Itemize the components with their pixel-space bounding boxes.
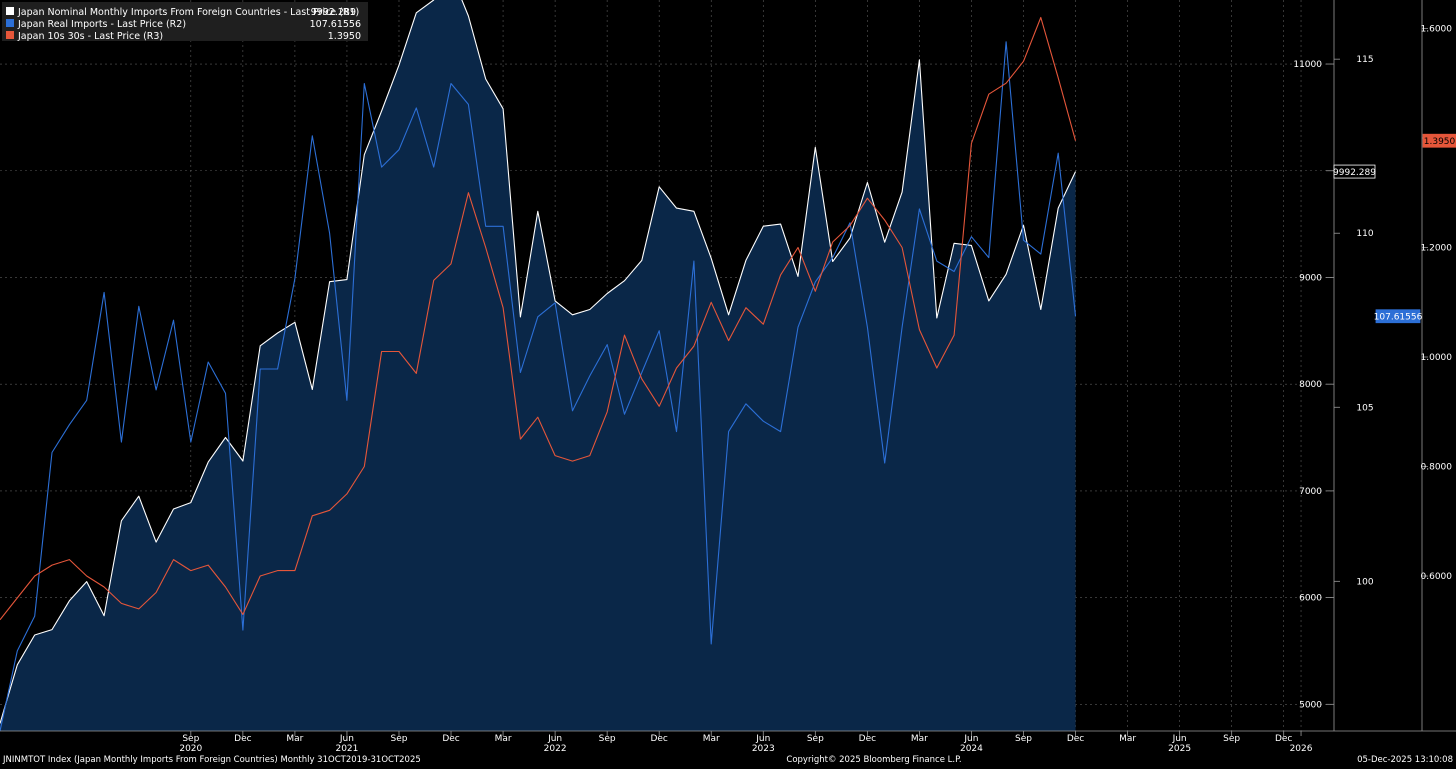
x-tick-label: Dec bbox=[442, 734, 459, 744]
r3-tick-label: 1.0000 bbox=[1421, 353, 1453, 363]
x-year-label: 2021 bbox=[335, 744, 358, 754]
r1-tick-label: 9000 bbox=[1299, 273, 1322, 283]
r1-tick-label: 11000 bbox=[1293, 60, 1322, 70]
legend-label-10s30s: Japan 10s 30s - Last Price (R3) bbox=[17, 31, 163, 42]
r3-tick-label: 1.2000 bbox=[1421, 243, 1453, 253]
r2-last-value-badge: 107.61556 bbox=[1374, 312, 1423, 322]
x-tick-label: Mar bbox=[911, 734, 928, 744]
series-line-10s30s bbox=[0, 16, 1077, 621]
x-tick-label: Mar bbox=[286, 734, 303, 744]
x-year-label: 2020 bbox=[179, 744, 202, 754]
r1-tick-label: 6000 bbox=[1299, 594, 1322, 604]
x-tick-label: Sep bbox=[1015, 734, 1032, 744]
x-tick-label: Jun bbox=[1172, 734, 1187, 744]
x-year-label: 2025 bbox=[1168, 744, 1191, 754]
legend-value-nominal-imports: 9992.289 bbox=[311, 7, 356, 18]
r3-tick-label: 0.6000 bbox=[1421, 572, 1453, 582]
x-tick-label: Jun bbox=[339, 734, 354, 744]
r2-tick-label: 110 bbox=[1356, 229, 1373, 239]
r1-tick-label: 5000 bbox=[1299, 700, 1322, 710]
x-year-label: 2022 bbox=[544, 744, 567, 754]
r1-last-value-badge: 9992.289 bbox=[1333, 168, 1376, 178]
legend-label-real-imports: Japan Real Imports - Last Price (R2) bbox=[17, 19, 186, 30]
legend-swatch-nominal-imports bbox=[6, 7, 14, 15]
x-tick-label: Dec bbox=[1067, 734, 1084, 744]
x-tick-label: Sep bbox=[391, 734, 408, 744]
x-tick-label: Sep bbox=[182, 734, 199, 744]
r2-tick-label: 105 bbox=[1356, 403, 1373, 413]
x-year-label: 2023 bbox=[752, 744, 775, 754]
footer-left-text: JNINMTOT Index (Japan Monthly Imports Fr… bbox=[2, 755, 421, 765]
x-tick-label: Mar bbox=[495, 734, 512, 744]
footer-timestamp-text: 05-Dec-2025 13:10:08 bbox=[1357, 755, 1453, 765]
legend-value-10s30s: 1.3950 bbox=[328, 31, 361, 42]
footer-copyright-text: Copyright© 2025 Bloomberg Finance L.P. bbox=[786, 755, 961, 765]
r3-tick-label: 1.6000 bbox=[1421, 24, 1453, 34]
x-tick-label: Sep bbox=[807, 734, 824, 744]
legend-background bbox=[2, 2, 368, 41]
x-year-label: 2024 bbox=[960, 744, 983, 754]
line-layer bbox=[0, 0, 1077, 732]
x-tick-label: Dec bbox=[1275, 734, 1292, 744]
x-tick-label: Jun bbox=[547, 734, 562, 744]
series-line-real-imports bbox=[0, 41, 1077, 732]
r2-last-value-badge-box bbox=[1375, 309, 1421, 324]
x-tick-label: Mar bbox=[1119, 734, 1136, 744]
x-tick-label: Mar bbox=[703, 734, 720, 744]
legend-swatch-real-imports bbox=[6, 19, 14, 27]
legend-swatch-10s30s bbox=[6, 31, 14, 39]
legend: Japan Nominal Monthly Imports From Forei… bbox=[2, 2, 368, 42]
series-area-nominal-imports bbox=[0, 0, 1076, 731]
x-tick-label: Dec bbox=[234, 734, 251, 744]
r1-last-value-badge-box bbox=[1333, 164, 1376, 179]
x-year-label: 2026 bbox=[1290, 744, 1313, 754]
r3-last-value-badge: 1.3950 bbox=[1424, 137, 1456, 147]
footer: JNINMTOT Index (Japan Monthly Imports Fr… bbox=[2, 755, 1453, 765]
r2-tick-label: 115 bbox=[1356, 55, 1373, 65]
x-tick-label: Sep bbox=[599, 734, 616, 744]
legend-label-nominal-imports: Japan Nominal Monthly Imports From Forei… bbox=[17, 7, 359, 18]
r3-tick-label: 0.8000 bbox=[1421, 463, 1453, 473]
r1-tick-label: 7000 bbox=[1299, 487, 1322, 497]
x-tick-label: Sep bbox=[1223, 734, 1240, 744]
fill-layer bbox=[0, 0, 1076, 731]
x-tick-label: Dec bbox=[859, 734, 876, 744]
r3-last-value-badge-box bbox=[1422, 133, 1456, 148]
x-tick-label: Jun bbox=[963, 734, 978, 744]
legend-value-real-imports: 107.61556 bbox=[310, 19, 361, 30]
r2-tick-label: 100 bbox=[1356, 577, 1373, 587]
r1-tick-label: 8000 bbox=[1299, 380, 1322, 390]
x-tick-label: Jun bbox=[755, 734, 770, 744]
series-line-nominal-imports bbox=[0, 0, 1076, 724]
x-tick-label: Dec bbox=[650, 734, 667, 744]
